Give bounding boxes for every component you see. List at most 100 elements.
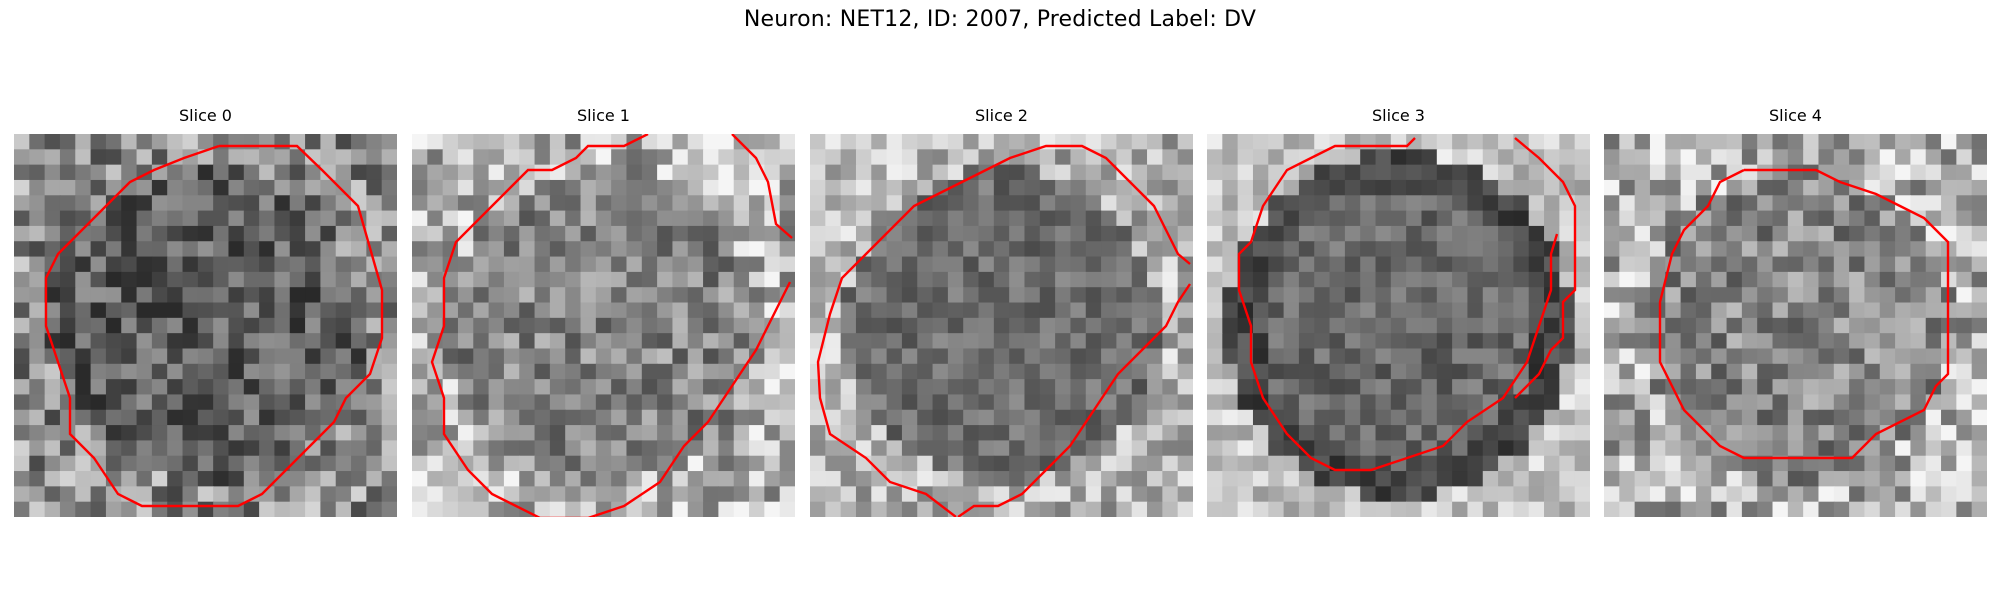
image-pixel xyxy=(1741,317,1758,334)
image-pixel xyxy=(764,471,781,487)
image-pixel xyxy=(1207,225,1223,242)
image-pixel xyxy=(1237,440,1254,457)
image-pixel xyxy=(366,134,383,150)
image-pixel xyxy=(1039,440,1056,457)
image-pixel xyxy=(1619,195,1636,212)
image-pixel xyxy=(1941,225,1957,242)
image-pixel xyxy=(1910,195,1927,212)
image-pixel xyxy=(442,333,459,350)
image-pixel xyxy=(1482,317,1499,334)
image-pixel xyxy=(1680,425,1697,441)
image-pixel xyxy=(1925,149,1942,166)
image-pixel xyxy=(1237,225,1254,242)
image-pixel xyxy=(197,179,214,196)
image-pixel xyxy=(59,333,76,350)
image-pixel xyxy=(580,379,597,396)
image-pixel xyxy=(305,195,321,212)
image-pixel xyxy=(810,317,826,334)
image-pixel xyxy=(14,440,30,457)
image-pixel xyxy=(503,425,520,441)
image-pixel xyxy=(1360,302,1377,319)
image-pixel xyxy=(1298,409,1315,426)
image-pixel xyxy=(121,287,138,304)
image-pixel xyxy=(963,195,980,212)
image-pixel xyxy=(1849,501,1866,517)
image-pixel xyxy=(1101,302,1117,319)
image-pixel xyxy=(1726,455,1743,472)
image-pixel xyxy=(1680,379,1697,396)
image-pixel xyxy=(901,471,918,487)
image-pixel xyxy=(1559,210,1576,227)
image-pixel xyxy=(580,501,597,517)
image-pixel xyxy=(565,271,582,288)
image-pixel xyxy=(182,471,199,487)
image-pixel xyxy=(1024,394,1041,411)
image-pixel xyxy=(1864,225,1881,242)
image-pixel xyxy=(75,409,92,426)
image-pixel xyxy=(810,440,826,457)
image-pixel xyxy=(136,486,153,503)
image-pixel xyxy=(1803,195,1820,212)
image-pixel xyxy=(90,379,107,396)
image-pixel xyxy=(549,271,566,288)
image-pixel xyxy=(90,241,107,258)
image-pixel xyxy=(1467,440,1484,457)
image-pixel xyxy=(917,164,934,181)
image-pixel xyxy=(549,225,566,242)
image-pixel xyxy=(1849,256,1866,273)
image-pixel xyxy=(1375,225,1392,242)
image-pixel xyxy=(1772,317,1789,334)
image-pixel xyxy=(1649,210,1666,227)
image-pixel xyxy=(1467,149,1484,166)
image-pixel xyxy=(779,486,795,503)
image-pixel xyxy=(488,317,505,334)
image-pixel xyxy=(1879,287,1896,304)
image-pixel xyxy=(1803,333,1820,350)
image-pixel xyxy=(703,210,719,227)
image-pixel xyxy=(1513,486,1530,503)
image-pixel xyxy=(1741,302,1758,319)
image-pixel xyxy=(1024,210,1041,227)
image-pixel xyxy=(1039,455,1056,472)
image-pixel xyxy=(1467,379,1484,396)
image-pixel xyxy=(1818,225,1835,242)
image-pixel xyxy=(1741,471,1758,487)
image-pixel xyxy=(1009,164,1026,181)
image-pixel xyxy=(1528,348,1545,365)
image-pixel xyxy=(213,317,230,334)
image-pixel xyxy=(519,486,536,503)
image-pixel xyxy=(963,134,980,150)
image-pixel xyxy=(1055,164,1072,181)
image-pixel xyxy=(1680,440,1697,457)
image-pixel xyxy=(105,394,122,411)
image-pixel xyxy=(1879,440,1896,457)
image-pixel xyxy=(1498,241,1514,258)
image-pixel xyxy=(243,225,260,242)
image-pixel xyxy=(1910,256,1927,273)
image-pixel xyxy=(1390,210,1407,227)
image-pixel xyxy=(1649,302,1666,319)
image-pixel xyxy=(1559,486,1576,503)
image-pixel xyxy=(457,149,474,166)
image-pixel xyxy=(687,134,704,150)
image-pixel xyxy=(1101,348,1117,365)
image-pixel xyxy=(1757,471,1774,487)
image-pixel xyxy=(90,149,107,166)
image-pixel xyxy=(1895,379,1911,396)
image-pixel xyxy=(1864,210,1881,227)
image-pixel xyxy=(1406,241,1423,258)
image-pixel xyxy=(1498,394,1514,411)
image-pixel xyxy=(978,333,995,350)
image-pixel xyxy=(1101,241,1117,258)
image-pixel xyxy=(764,409,781,426)
image-pixel xyxy=(1726,409,1743,426)
image-pixel xyxy=(381,302,397,319)
image-pixel xyxy=(1147,409,1163,426)
image-pixel xyxy=(1772,210,1789,227)
image-pixel xyxy=(1070,501,1087,517)
image-pixel xyxy=(1055,179,1072,196)
image-pixel xyxy=(1207,149,1223,166)
image-pixel xyxy=(1741,440,1758,457)
image-pixel xyxy=(1619,501,1636,517)
image-pixel xyxy=(1390,486,1407,503)
